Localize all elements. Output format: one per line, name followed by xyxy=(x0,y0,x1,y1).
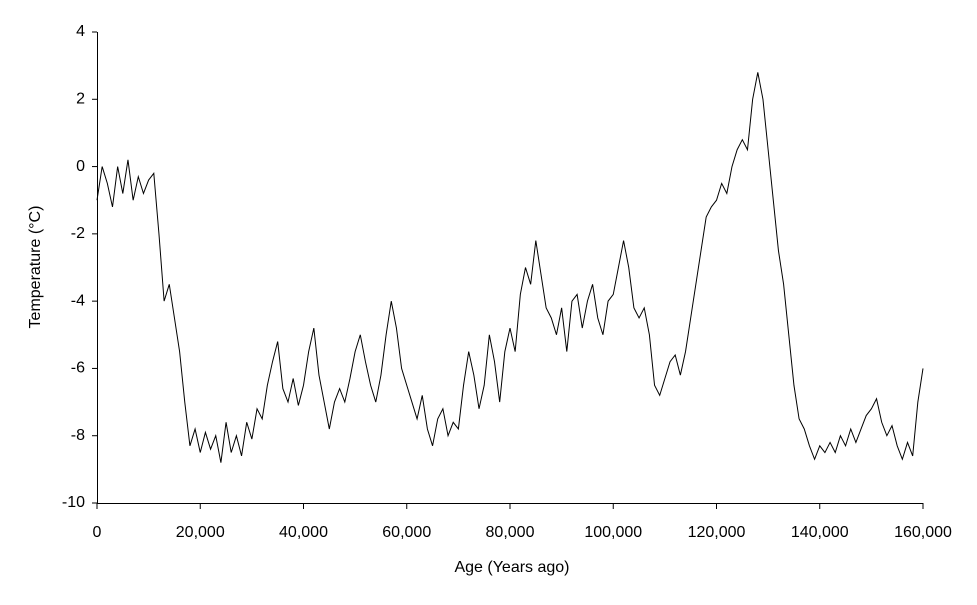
x-tick-label: 160,000 xyxy=(894,524,952,541)
data-line xyxy=(96,72,924,463)
y-tick-label: -8 xyxy=(71,427,85,444)
x-tick-label: 120,000 xyxy=(688,524,746,541)
x-tick-label: 0 xyxy=(93,524,102,541)
y-axis-label: Temperature (°C) xyxy=(27,206,44,329)
x-tick-label: 60,000 xyxy=(382,524,431,541)
y-tick-label: -2 xyxy=(71,225,85,242)
x-tick-label: 140,000 xyxy=(791,524,849,541)
x-tick-label: 80,000 xyxy=(486,524,535,541)
y-tick-label: -10 xyxy=(62,494,85,511)
y-tick-label: -6 xyxy=(71,360,85,377)
x-tick-label: 20,000 xyxy=(176,524,225,541)
x-tick-label: 100,000 xyxy=(584,524,642,541)
y-tick-label: 0 xyxy=(76,158,85,175)
y-tick-label: -4 xyxy=(71,292,85,309)
y-tick-label: 4 xyxy=(76,23,85,40)
y-tick-label: 2 xyxy=(76,91,85,108)
x-tick-label: 40,000 xyxy=(279,524,328,541)
x-axis-label: Age (Years ago) xyxy=(454,559,569,576)
